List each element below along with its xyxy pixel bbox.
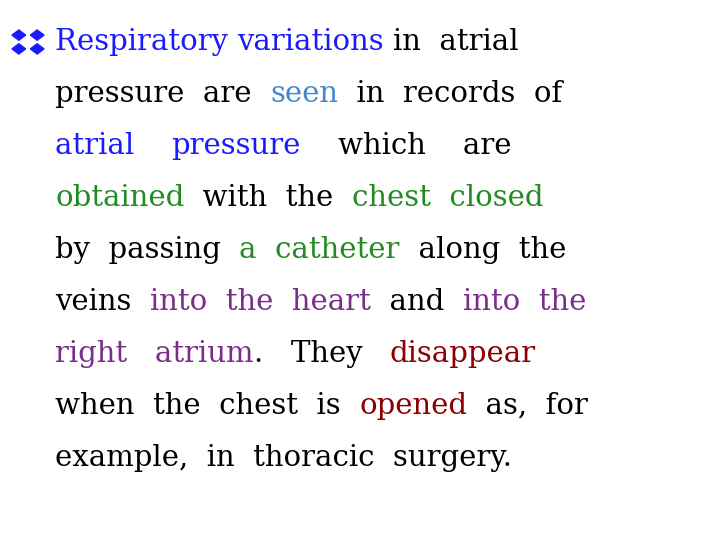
Text: into  the  heart: into the heart [150, 288, 371, 316]
Text: seen: seen [270, 80, 338, 108]
Text: .   They: . They [253, 340, 390, 368]
Text: obtained: obtained [55, 184, 184, 212]
Text: example,  in  thoracic  surgery.: example, in thoracic surgery. [55, 444, 512, 472]
Text: along  the: along the [400, 236, 566, 264]
Text: pressure: pressure [171, 132, 301, 160]
Text: disappear: disappear [390, 340, 536, 368]
Text: as,  for: as, for [467, 392, 588, 420]
Text: in  atrial: in atrial [393, 28, 518, 56]
Text: and: and [371, 288, 462, 316]
Text: which    are: which are [301, 132, 511, 160]
Text: variations: variations [238, 28, 393, 56]
Text: atrial: atrial [55, 132, 171, 160]
Text: Respiratory: Respiratory [55, 28, 238, 56]
Text: by  passing: by passing [55, 236, 239, 264]
Text: pressure  are: pressure are [55, 80, 270, 108]
Text: opened: opened [359, 392, 467, 420]
Text: chest  closed: chest closed [352, 184, 544, 212]
Text: right   atrium: right atrium [55, 340, 253, 368]
Text: when  the  chest  is: when the chest is [55, 392, 359, 420]
Text: with  the: with the [184, 184, 352, 212]
Text: in  records  of: in records of [338, 80, 562, 108]
Text: a  catheter: a catheter [239, 236, 400, 264]
Text: veins: veins [55, 288, 150, 316]
Text: into  the: into the [462, 288, 586, 316]
